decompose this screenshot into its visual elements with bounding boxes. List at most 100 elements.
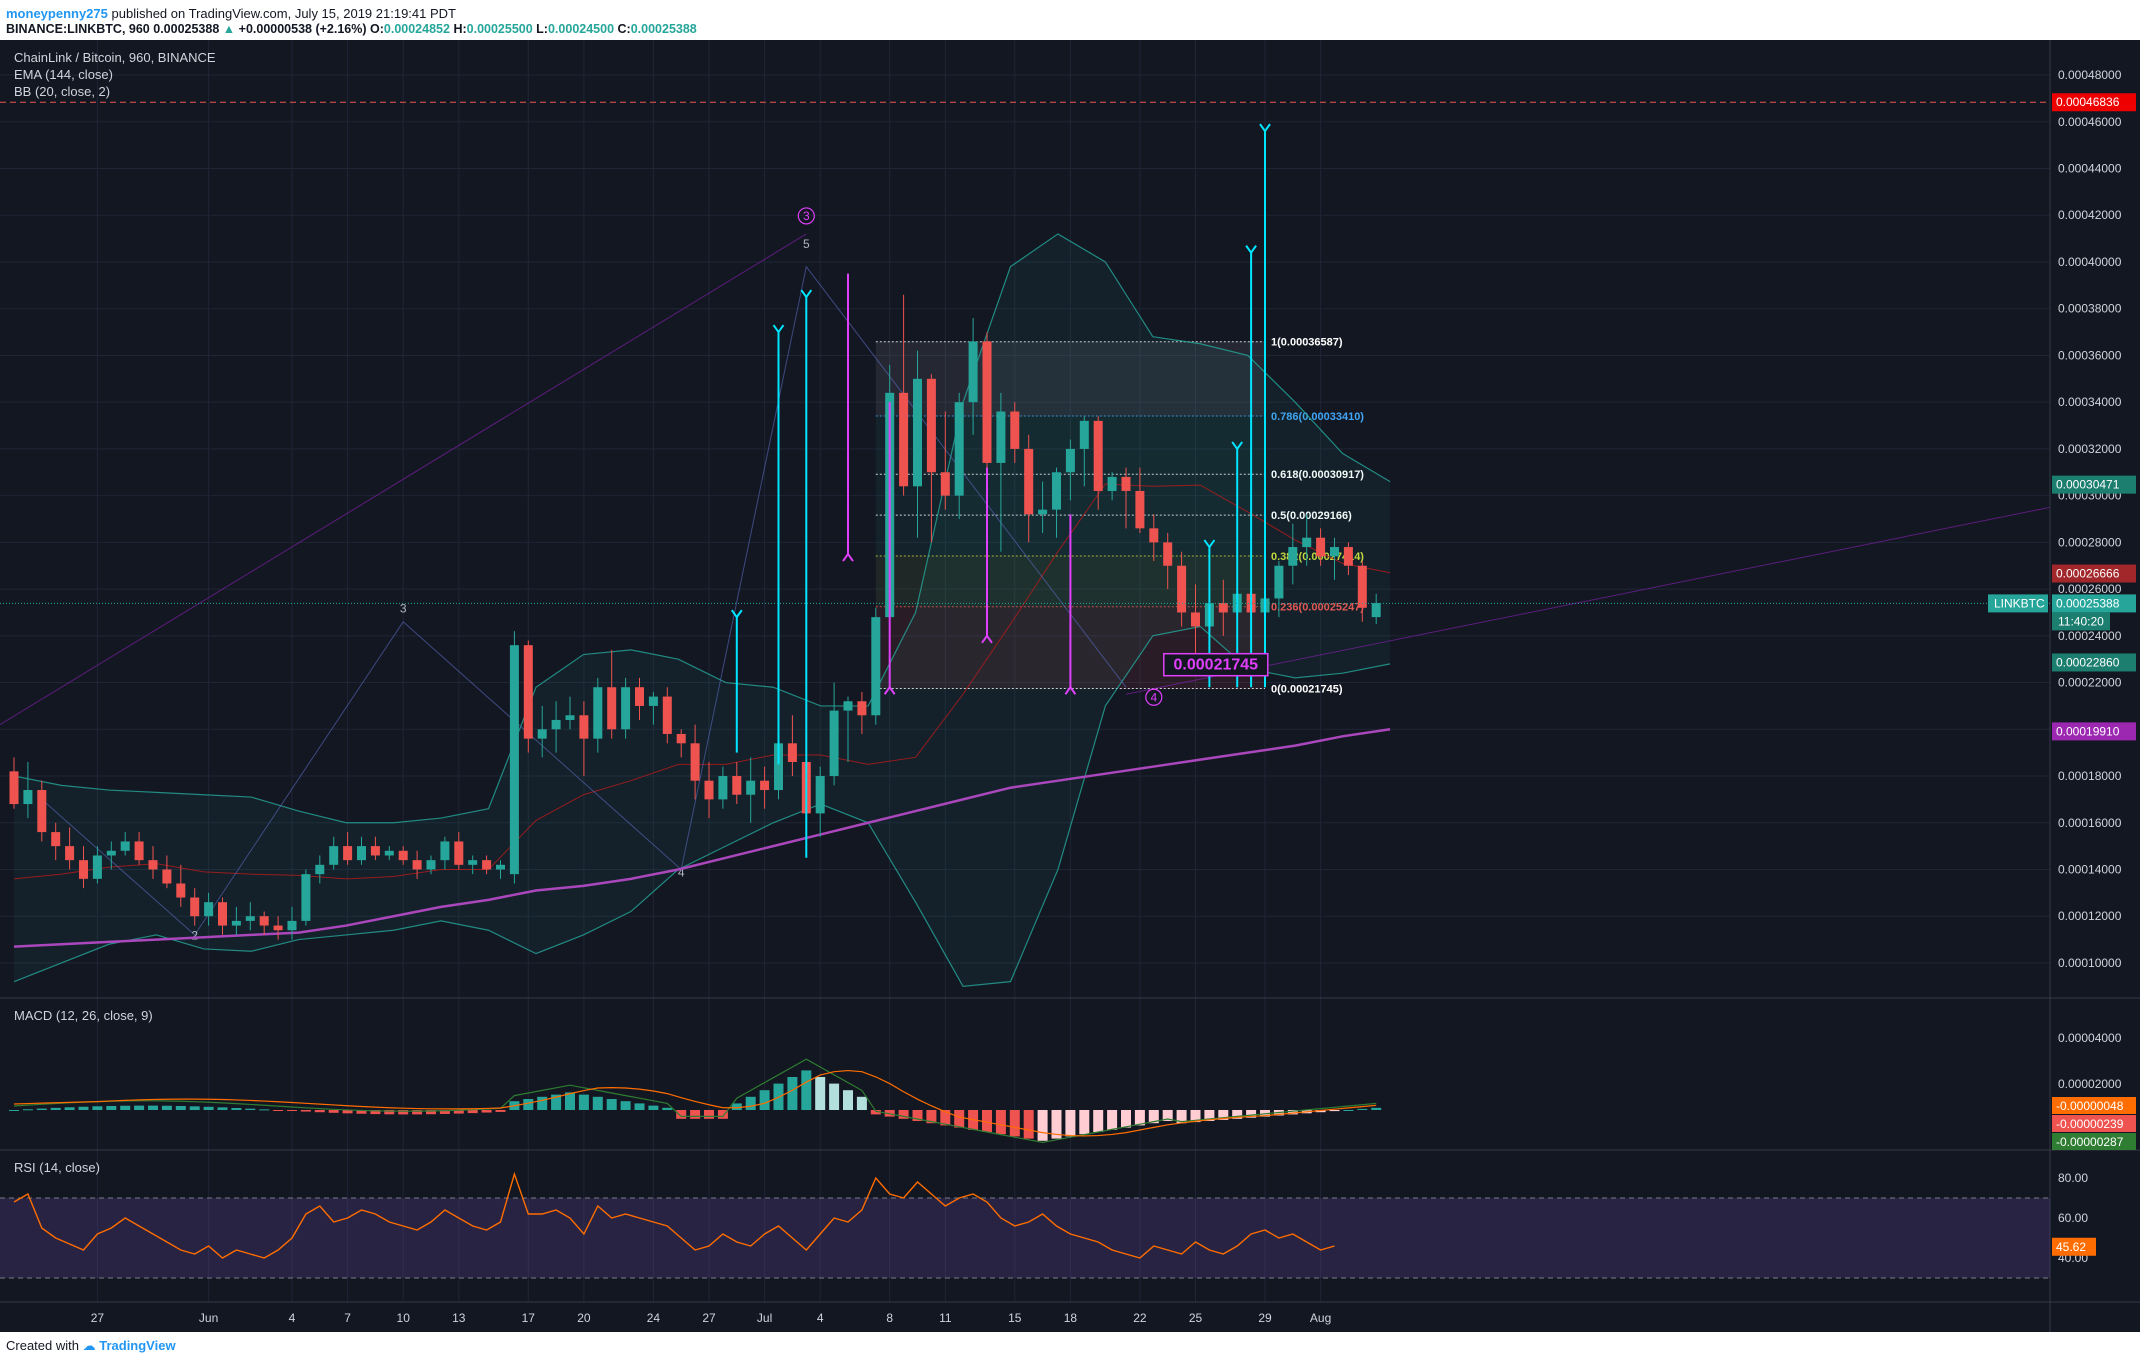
macd-histogram-bar [870, 1110, 881, 1115]
candle-body [746, 780, 756, 795]
macd-histogram-bar [1093, 1110, 1104, 1132]
macd-histogram-bar [50, 1107, 61, 1110]
candle-body [718, 776, 728, 800]
candle-body [635, 687, 644, 706]
macd-signal-line [13, 1069, 1377, 1137]
macd-histogram-bar [1204, 1110, 1215, 1121]
macd-histogram-bar [1037, 1110, 1048, 1141]
macd-histogram-bar [370, 1110, 381, 1115]
author-link[interactable]: moneypenny275 [6, 6, 108, 21]
trend-line [1125, 506, 2051, 695]
candle-body [926, 378, 936, 473]
macd-line [13, 1058, 1377, 1144]
candle-body [398, 850, 408, 861]
candle-body [676, 733, 686, 744]
candle-body [1052, 472, 1061, 510]
x-tick-label: 27 [91, 1311, 105, 1325]
last-price: 0.00025388 [153, 22, 220, 36]
candle-body [1177, 565, 1187, 613]
candle-body [1191, 612, 1200, 627]
candle-body [565, 715, 575, 720]
candle-body [37, 790, 47, 833]
candle-body [899, 392, 909, 487]
rsi-band [0, 1198, 2050, 1278]
macd-histogram-bar [606, 1099, 617, 1110]
candle-body [1343, 547, 1353, 566]
time-axis-background [0, 1302, 2050, 1332]
candle-body [120, 841, 130, 851]
symbol-tag-text: LINKBTC [1994, 596, 2045, 610]
candle-body [1218, 603, 1228, 613]
macd-histogram-bar [328, 1110, 339, 1113]
x-tick-label: 11 [939, 1311, 952, 1325]
candle-body [648, 696, 658, 706]
trend-line [0, 233, 807, 726]
macd-histogram-bar [231, 1107, 242, 1110]
y-tick-label: 0.00018000 [2058, 769, 2122, 783]
candle-body [440, 841, 450, 861]
candle-body [496, 864, 505, 870]
move-arrow-down-head [981, 634, 993, 644]
candle-body [1135, 490, 1145, 529]
macd-histogram-bar [620, 1101, 631, 1110]
macd-histogram-bar [578, 1094, 589, 1110]
candle-body [732, 776, 742, 795]
candle-body [79, 860, 88, 879]
candle-body [454, 841, 464, 865]
macd-histogram-bar [1190, 1110, 1201, 1123]
macd-tag-text: -0.00000239 [2056, 1117, 2124, 1131]
candle-body [1371, 603, 1381, 618]
candle-body [996, 411, 1006, 463]
candle-body [1330, 547, 1339, 557]
x-tick-label: 27 [702, 1311, 716, 1325]
macd-histogram-bar [495, 1110, 506, 1112]
candle-body [370, 846, 380, 856]
macd-histogram-bar [856, 1096, 867, 1110]
y-tick-label: 0.00032000 [2058, 442, 2122, 456]
candle-body [843, 701, 853, 711]
candle-body [51, 832, 61, 847]
x-tick-label: 13 [452, 1311, 466, 1325]
price-tag-text: 0.00025388 [2056, 596, 2120, 610]
candle-body [218, 902, 227, 926]
symbol-ohlc-line: BINANCE:LINKBTC, 960 0.00025388 ▲ +0.000… [6, 22, 697, 36]
macd-histogram-bar [1107, 1110, 1118, 1130]
fib-level-label: 0.236(0.00025247) [1271, 602, 1364, 614]
footer: Created with ☁ TradingView [6, 1338, 176, 1354]
macd-histogram-bar [78, 1106, 89, 1110]
candle-body [815, 776, 825, 814]
candle-body [1316, 537, 1326, 557]
rsi-tag-text: 45.62 [2056, 1240, 2086, 1254]
close-value: 0.00025388 [630, 22, 697, 36]
candle-body [426, 860, 436, 870]
macd-histogram-bar [759, 1090, 770, 1110]
fib-level-label: 0(0.00021745) [1271, 684, 1343, 696]
candle-body [551, 719, 561, 730]
macd-histogram-bar [801, 1070, 812, 1110]
macd-histogram-bar [787, 1077, 798, 1110]
candle-body [621, 687, 631, 730]
publish-line: moneypenny275 published on TradingView.c… [6, 6, 456, 21]
x-tick-label: Jul [757, 1311, 772, 1325]
macd-histogram-bar [287, 1110, 297, 1111]
countdown-box [2052, 612, 2110, 631]
candle-body [509, 645, 519, 875]
candle-body [1163, 542, 1173, 566]
x-tick-label: Jun [199, 1311, 218, 1325]
macd-histogram-bar [690, 1110, 701, 1119]
price-tag-box [2052, 653, 2136, 672]
tradingview-brand[interactable]: TradingView [99, 1338, 176, 1353]
candle-body [287, 920, 297, 931]
y-tick-label: 0.00014000 [2058, 862, 2122, 876]
macd-histogram-bar [412, 1110, 423, 1115]
macd-histogram-bar [1176, 1110, 1187, 1124]
fib-level-label: 0.786(0.00033410) [1271, 411, 1364, 423]
legend-ema: EMA (144, close) [14, 67, 113, 82]
chart-canvas[interactable]: 0.00048000 0.00046000 0.00044000 0.00042000… [0, 40, 2140, 1332]
candle-body [343, 846, 353, 861]
macd-histogram-bar [1051, 1110, 1062, 1139]
macd-histogram-bar [745, 1096, 756, 1110]
candle-body [523, 645, 533, 739]
macd-histogram-bar [384, 1110, 395, 1115]
candle-body [162, 869, 172, 884]
